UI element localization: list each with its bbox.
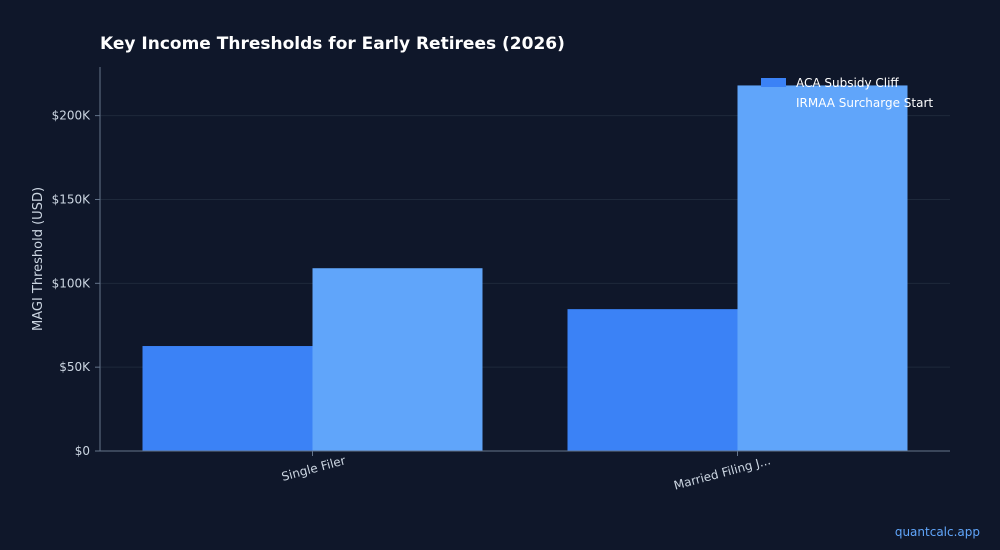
chart-title: Key Income Thresholds for Early Retirees… — [100, 34, 565, 54]
y-tick-label: $100K — [52, 276, 92, 290]
y-tick-label: $50K — [59, 360, 91, 374]
bar-1-1 — [142, 346, 313, 451]
watermark: quantcalc.app — [894, 525, 980, 539]
y-tick-label: $150K — [52, 192, 92, 206]
legend-label-1: ACA Subsidy Cliff — [796, 76, 899, 90]
x-tick-label: Single Filer — [280, 453, 347, 484]
bar-2-2 — [737, 85, 908, 452]
legend-swatch-1 — [761, 78, 786, 87]
bar-2-1 — [312, 268, 483, 451]
y-axis-label: MAGI Threshold (USD) — [31, 187, 46, 331]
bars — [142, 85, 908, 452]
y-tick-label: $0 — [75, 444, 90, 458]
legend: ACA Subsidy Cliff IRMAA Surcharge Start — [761, 76, 933, 110]
legend-label-2: IRMAA Surcharge Start — [796, 96, 933, 110]
bar-1-2 — [567, 309, 738, 451]
y-tick-label: $200K — [52, 109, 92, 123]
x-tick-label: Married Filing J... — [672, 453, 772, 492]
legend-swatch-2 — [761, 98, 786, 107]
